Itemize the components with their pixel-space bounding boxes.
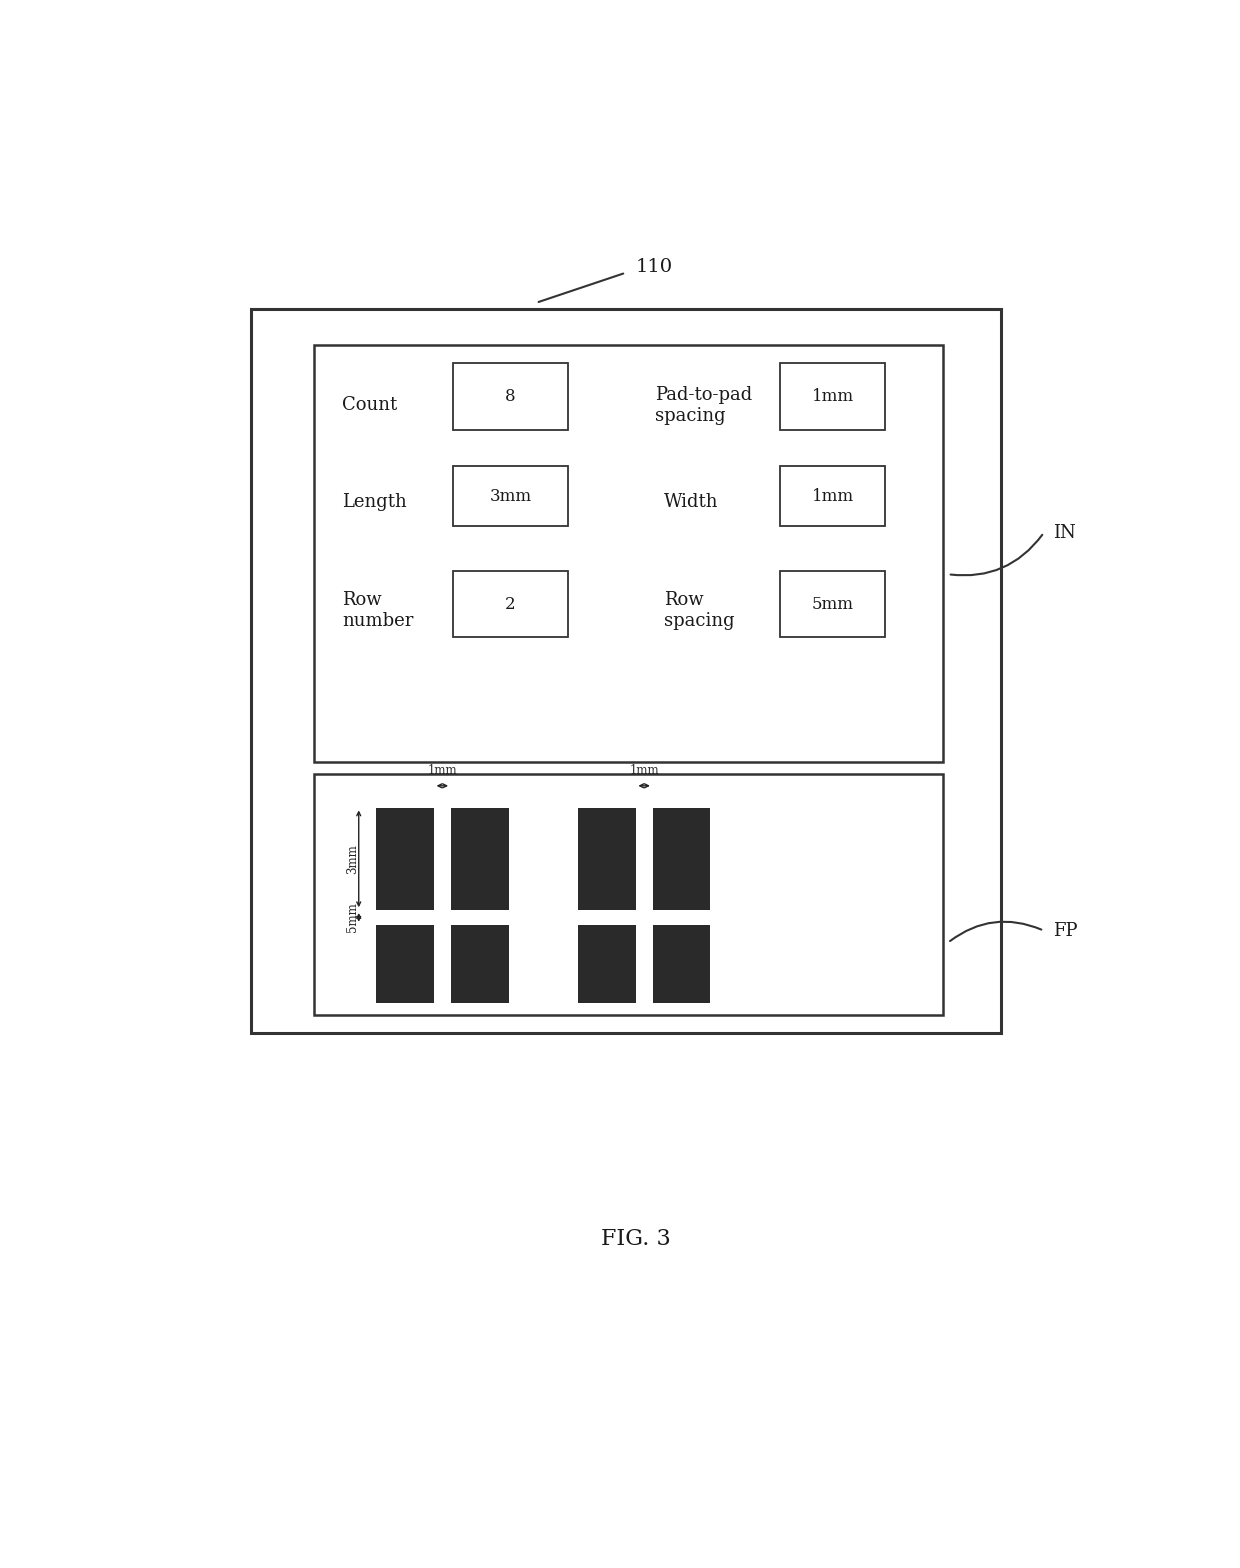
FancyBboxPatch shape [314,773,944,1014]
FancyBboxPatch shape [453,466,568,527]
Text: FP: FP [1054,922,1078,939]
Text: Length: Length [342,492,407,511]
Text: Row
spacing: Row spacing [665,591,735,630]
Text: 3mm: 3mm [346,844,360,873]
FancyBboxPatch shape [314,345,944,762]
Text: 1mm: 1mm [811,387,853,405]
FancyBboxPatch shape [578,808,635,909]
Text: 1mm: 1mm [630,764,658,778]
FancyBboxPatch shape [652,808,711,909]
FancyBboxPatch shape [652,925,711,1004]
Text: Pad-to-pad
spacing: Pad-to-pad spacing [655,386,751,425]
Text: 1mm: 1mm [428,764,458,778]
FancyBboxPatch shape [376,925,434,1004]
Text: IN: IN [1054,524,1076,541]
Text: 3mm: 3mm [490,488,532,505]
FancyBboxPatch shape [453,571,568,637]
Text: Width: Width [665,492,719,511]
FancyBboxPatch shape [376,808,434,909]
FancyBboxPatch shape [451,808,508,909]
Text: 110: 110 [635,257,672,276]
FancyBboxPatch shape [780,571,885,637]
FancyBboxPatch shape [578,925,635,1004]
FancyBboxPatch shape [451,925,508,1004]
Text: 5mm: 5mm [811,596,853,613]
Text: FIG. 3: FIG. 3 [600,1228,671,1250]
Text: 2: 2 [505,596,516,613]
FancyBboxPatch shape [780,466,885,527]
FancyBboxPatch shape [780,364,885,430]
Text: 8: 8 [505,387,516,405]
Text: Row
number: Row number [342,591,414,630]
Text: 5mm: 5mm [346,903,360,933]
Text: Count: Count [342,397,398,414]
FancyBboxPatch shape [250,309,1001,1033]
Text: 1mm: 1mm [811,488,853,505]
FancyBboxPatch shape [453,364,568,430]
